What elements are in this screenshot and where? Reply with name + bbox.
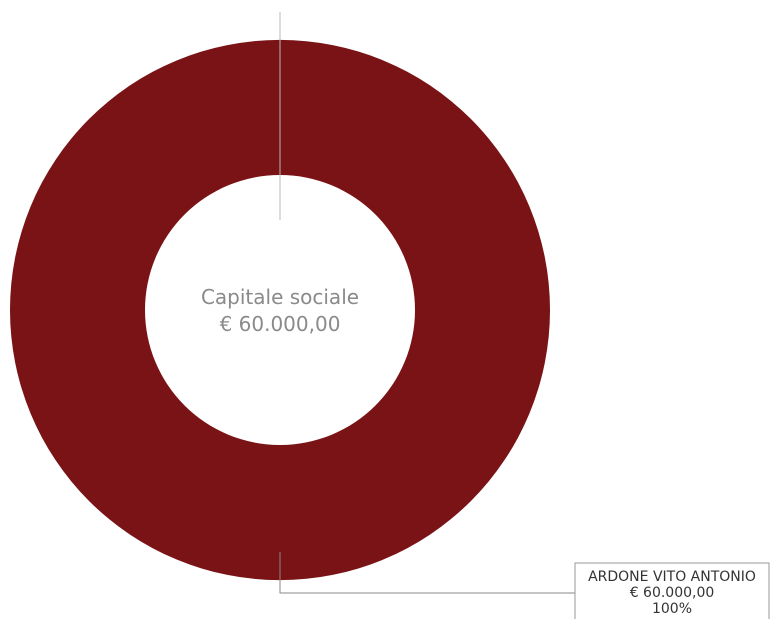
callout-amount: € 60.000,00 <box>630 585 715 601</box>
callout-name: ARDONE VITO ANTONIO <box>588 569 756 585</box>
center-title: Capitale sociale <box>201 285 359 309</box>
callout-percent: 100% <box>652 601 692 617</box>
donut-slice <box>9 39 551 581</box>
center-value: € 60.000,00 <box>220 312 341 336</box>
callout-box <box>574 562 770 623</box>
slices-layer <box>9 39 551 581</box>
slice-callout: ARDONE VITO ANTONIO € 60.000,00 100% <box>574 562 770 623</box>
guides-layer <box>279 12 575 594</box>
callout-leader-line <box>279 552 575 594</box>
